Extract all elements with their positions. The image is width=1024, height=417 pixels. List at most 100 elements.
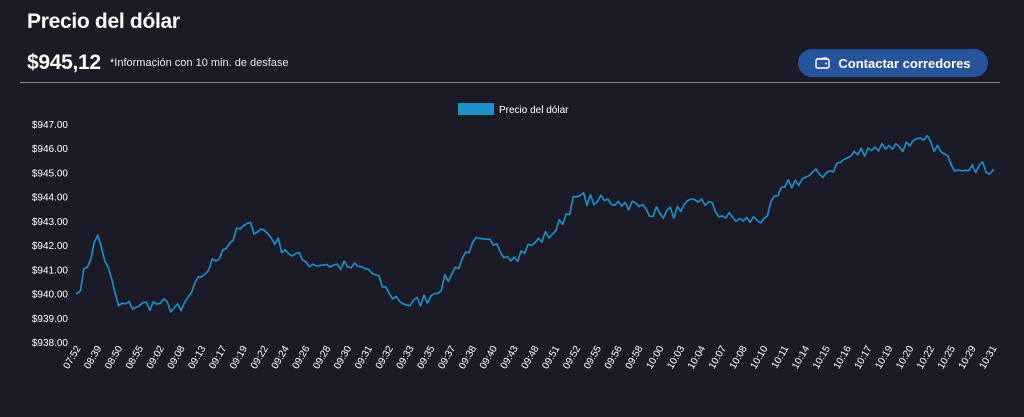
x-tick-label: 10:19 [873, 344, 895, 372]
legend-label: Precio del dólar [499, 105, 569, 116]
x-tick-label: 09:51 [540, 344, 562, 372]
data-point [513, 256, 516, 259]
data-point [992, 169, 994, 172]
wallet-icon [815, 57, 831, 69]
x-tick-label: 09:33 [395, 344, 417, 372]
data-point [305, 261, 307, 264]
data-point [180, 309, 183, 312]
data-point [867, 147, 870, 150]
data-point [159, 302, 162, 305]
x-tick-label: 10:08 [728, 344, 750, 372]
y-tick-label: $943.00 [32, 217, 69, 228]
x-tick-label: 09:55 [582, 344, 604, 372]
chart-legend[interactable]: Precio del dólar [458, 103, 569, 116]
data-point [763, 217, 765, 220]
x-tick-label: 10:17 [853, 344, 875, 372]
data-point [929, 139, 932, 142]
x-tick-label: 08:55 [124, 344, 146, 372]
x-tick-label: 10:14 [790, 344, 812, 372]
x-tick-label: 09:48 [520, 344, 542, 372]
x-tick-label: 10:25 [936, 344, 958, 372]
data-point [242, 224, 245, 227]
data-point [388, 292, 391, 295]
data-point [96, 234, 99, 237]
data-point [429, 294, 432, 297]
y-tick-label: $944.00 [32, 193, 69, 204]
x-tick-label: 10:04 [686, 344, 708, 372]
x-tick-label: 10:16 [832, 344, 854, 372]
x-tick-label: 09:38 [457, 344, 479, 372]
x-tick-label: 09:58 [624, 344, 646, 372]
x-tick-label: 09:31 [353, 344, 375, 372]
data-point [138, 304, 141, 307]
data-point [534, 241, 536, 244]
x-tick-label: 10:15 [811, 344, 833, 372]
price-chart: Precio del dólar $938.00$939.00$940.00$9… [32, 103, 1000, 372]
x-tick-label: 10:29 [957, 344, 979, 372]
data-point [887, 144, 890, 147]
data-point [804, 176, 807, 179]
data-point [409, 304, 412, 307]
x-tick-label: 09:26 [291, 344, 313, 372]
data-point [742, 219, 745, 222]
x-tick-label: 09:19 [228, 344, 250, 372]
x-tick-label: 09:30 [332, 344, 354, 372]
data-point [721, 215, 724, 218]
data-point [700, 198, 703, 201]
y-tick-label: $939.00 [32, 314, 69, 325]
x-tick-label: 09:02 [145, 344, 167, 372]
data-point [450, 273, 453, 276]
x-tick-label: 09:37 [436, 344, 458, 372]
y-tick-label: $940.00 [32, 290, 69, 301]
data-point [971, 164, 974, 167]
x-tick-label: 10:10 [749, 344, 771, 372]
data-point [221, 248, 224, 251]
legend-swatch [458, 103, 494, 115]
delay-note: *Información con 10 min. de desfase [110, 57, 289, 69]
data-point [575, 195, 578, 198]
x-tick-label: 09:56 [603, 344, 625, 372]
x-tick-label: 10:03 [665, 344, 687, 372]
x-tick-label: 09:43 [499, 344, 521, 372]
data-point [825, 171, 828, 174]
data-point [263, 229, 266, 232]
data-point [617, 200, 620, 203]
y-tick-label: $945.00 [32, 168, 69, 179]
y-tick-label: $938.00 [32, 338, 69, 349]
data-point [908, 144, 911, 147]
plot-area [76, 134, 994, 313]
data-point [325, 263, 328, 266]
x-axis: 07:5208:3908:5008:5509:0209:0809:1309:17… [62, 344, 1000, 372]
x-tick-label: 09:40 [478, 344, 500, 372]
x-tick-label: 09:32 [374, 344, 396, 372]
y-axis: $938.00 $939.00 $940.00 $941.00 $942.00 $943.… [32, 120, 69, 349]
data-point [846, 156, 849, 159]
series-line-precio-del-dolar [76, 134, 994, 313]
x-tick-label: 09:22 [249, 344, 271, 372]
data-point [76, 292, 78, 295]
contact-brokers-button[interactable]: Contactar corredores [798, 49, 988, 77]
contact-brokers-label: Contactar corredores [838, 55, 971, 71]
x-tick-label: 08:50 [103, 344, 125, 372]
x-tick-label: 09:52 [561, 344, 583, 372]
current-price: $945,12 [27, 51, 101, 74]
page-title: Precio del dólar [27, 10, 180, 33]
data-point [554, 229, 557, 232]
y-tick-label: $941.00 [32, 265, 69, 276]
x-tick-label: 10:00 [644, 344, 666, 372]
x-tick-label: 09:13 [186, 344, 208, 372]
data-point [638, 205, 641, 208]
x-tick-label: 09:35 [415, 344, 437, 372]
x-tick-label: 09:28 [311, 344, 333, 372]
data-point [492, 244, 495, 247]
x-tick-label: 08:39 [82, 344, 104, 372]
x-tick-label: 10:20 [894, 344, 916, 372]
data-point [346, 265, 349, 268]
y-tick-label: $947.00 [32, 120, 69, 131]
y-tick-label: $942.00 [32, 241, 69, 252]
x-tick-label: 09:17 [207, 344, 229, 372]
data-point [679, 210, 682, 213]
header-divider [20, 82, 1000, 83]
data-point [471, 241, 474, 244]
x-tick-label: 09:24 [270, 344, 292, 372]
